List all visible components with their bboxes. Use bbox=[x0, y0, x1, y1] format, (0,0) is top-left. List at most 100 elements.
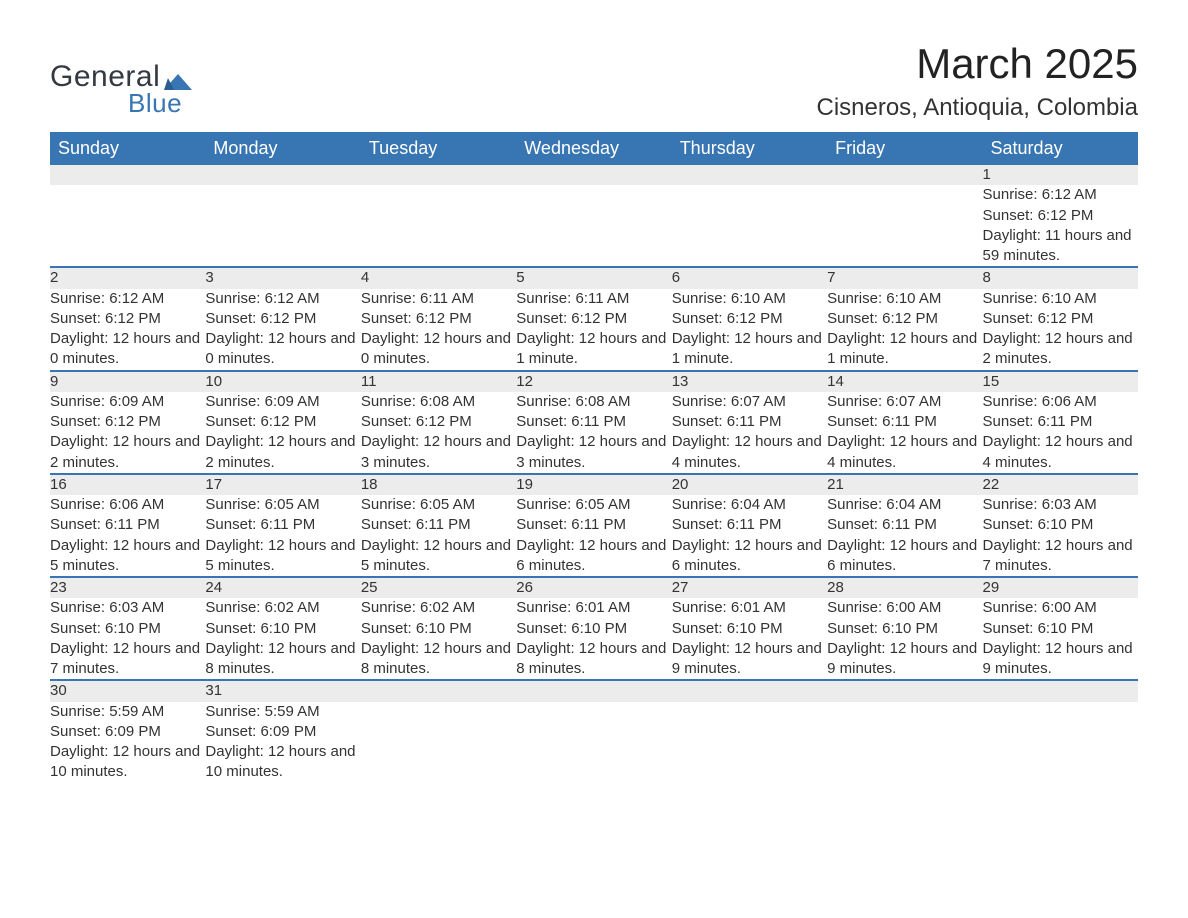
day-data-cell: Sunrise: 6:12 AMSunset: 6:12 PMDaylight:… bbox=[50, 289, 205, 371]
sunrise-line: Sunrise: 6:02 AM bbox=[205, 598, 360, 618]
day-number-cell: 12 bbox=[516, 371, 671, 392]
day-data-cell: Sunrise: 6:05 AMSunset: 6:11 PMDaylight:… bbox=[361, 495, 516, 577]
daylight-line: Daylight: 12 hours and 10 minutes. bbox=[205, 742, 360, 783]
day-data-cell: Sunrise: 6:10 AMSunset: 6:12 PMDaylight:… bbox=[827, 289, 982, 371]
sunset-line: Sunset: 6:10 PM bbox=[205, 619, 360, 639]
logo-text-blue: Blue bbox=[128, 88, 182, 119]
day-data-cell: Sunrise: 6:04 AMSunset: 6:11 PMDaylight:… bbox=[672, 495, 827, 577]
sunset-line: Sunset: 6:12 PM bbox=[672, 309, 827, 329]
day-data-cell: Sunrise: 6:03 AMSunset: 6:10 PMDaylight:… bbox=[983, 495, 1138, 577]
sunrise-line: Sunrise: 6:10 AM bbox=[672, 289, 827, 309]
day-number-cell: 13 bbox=[672, 371, 827, 392]
day-data-cell: Sunrise: 6:01 AMSunset: 6:10 PMDaylight:… bbox=[672, 598, 827, 680]
sunset-line: Sunset: 6:11 PM bbox=[205, 515, 360, 535]
day-number-cell bbox=[827, 165, 982, 185]
day-number-cell: 16 bbox=[50, 474, 205, 495]
day-data-cell bbox=[516, 185, 671, 267]
daylight-line: Daylight: 12 hours and 9 minutes. bbox=[827, 639, 982, 680]
day-data-cell bbox=[672, 702, 827, 783]
day-number-cell bbox=[983, 680, 1138, 701]
sunrise-line: Sunrise: 6:04 AM bbox=[827, 495, 982, 515]
day-number-cell bbox=[516, 680, 671, 701]
day-data-cell: Sunrise: 6:11 AMSunset: 6:12 PMDaylight:… bbox=[516, 289, 671, 371]
day-number-cell: 11 bbox=[361, 371, 516, 392]
weekday-header: Saturday bbox=[983, 132, 1138, 165]
weekday-header: Wednesday bbox=[516, 132, 671, 165]
day-data-cell bbox=[516, 702, 671, 783]
day-data-cell: Sunrise: 6:08 AMSunset: 6:12 PMDaylight:… bbox=[361, 392, 516, 474]
weekday-header: Tuesday bbox=[361, 132, 516, 165]
sunset-line: Sunset: 6:10 PM bbox=[827, 619, 982, 639]
sunrise-line: Sunrise: 6:07 AM bbox=[827, 392, 982, 412]
sunrise-line: Sunrise: 6:01 AM bbox=[672, 598, 827, 618]
daylight-line: Daylight: 12 hours and 6 minutes. bbox=[516, 536, 671, 577]
header: General Blue March 2025 Cisneros, Antioq… bbox=[50, 40, 1138, 122]
daylight-line: Daylight: 12 hours and 2 minutes. bbox=[205, 432, 360, 473]
page-title: March 2025 bbox=[816, 40, 1138, 88]
day-data-cell: Sunrise: 6:09 AMSunset: 6:12 PMDaylight:… bbox=[50, 392, 205, 474]
day-number-cell: 29 bbox=[983, 577, 1138, 598]
calendar-body: 1 Sunrise: 6:12 AMSunset: 6:12 PMDayligh… bbox=[50, 165, 1138, 783]
sunrise-line: Sunrise: 6:10 AM bbox=[983, 289, 1138, 309]
day-data-cell: Sunrise: 6:01 AMSunset: 6:10 PMDaylight:… bbox=[516, 598, 671, 680]
daylight-line: Daylight: 12 hours and 8 minutes. bbox=[516, 639, 671, 680]
sunrise-line: Sunrise: 6:08 AM bbox=[361, 392, 516, 412]
day-number-cell: 3 bbox=[205, 267, 360, 288]
sunset-line: Sunset: 6:10 PM bbox=[516, 619, 671, 639]
calendar-header: SundayMondayTuesdayWednesdayThursdayFrid… bbox=[50, 132, 1138, 165]
day-number-cell: 2 bbox=[50, 267, 205, 288]
sunrise-line: Sunrise: 6:11 AM bbox=[516, 289, 671, 309]
sunrise-line: Sunrise: 6:03 AM bbox=[50, 598, 205, 618]
sunset-line: Sunset: 6:10 PM bbox=[361, 619, 516, 639]
logo: General Blue bbox=[50, 60, 192, 119]
day-data-cell bbox=[827, 185, 982, 267]
sunset-line: Sunset: 6:12 PM bbox=[205, 412, 360, 432]
page-subtitle: Cisneros, Antioquia, Colombia bbox=[816, 94, 1138, 122]
day-data-cell: Sunrise: 6:10 AMSunset: 6:12 PMDaylight:… bbox=[672, 289, 827, 371]
day-data-cell: Sunrise: 6:00 AMSunset: 6:10 PMDaylight:… bbox=[827, 598, 982, 680]
day-data-cell: Sunrise: 6:02 AMSunset: 6:10 PMDaylight:… bbox=[205, 598, 360, 680]
sunrise-line: Sunrise: 6:01 AM bbox=[516, 598, 671, 618]
sunrise-line: Sunrise: 6:12 AM bbox=[50, 289, 205, 309]
sunrise-line: Sunrise: 6:05 AM bbox=[361, 495, 516, 515]
daylight-line: Daylight: 12 hours and 2 minutes. bbox=[50, 432, 205, 473]
sunrise-line: Sunrise: 6:06 AM bbox=[50, 495, 205, 515]
day-number-cell: 6 bbox=[672, 267, 827, 288]
daylight-line: Daylight: 12 hours and 0 minutes. bbox=[361, 329, 516, 370]
day-number-cell: 30 bbox=[50, 680, 205, 701]
day-number-cell bbox=[205, 165, 360, 185]
daylight-line: Daylight: 12 hours and 6 minutes. bbox=[827, 536, 982, 577]
day-number-cell: 24 bbox=[205, 577, 360, 598]
day-data-cell: Sunrise: 6:07 AMSunset: 6:11 PMDaylight:… bbox=[827, 392, 982, 474]
day-data-cell: Sunrise: 6:10 AMSunset: 6:12 PMDaylight:… bbox=[983, 289, 1138, 371]
daylight-line: Daylight: 12 hours and 8 minutes. bbox=[361, 639, 516, 680]
daylight-line: Daylight: 12 hours and 4 minutes. bbox=[827, 432, 982, 473]
day-number-cell: 31 bbox=[205, 680, 360, 701]
daylight-line: Daylight: 12 hours and 2 minutes. bbox=[983, 329, 1138, 370]
day-data-cell bbox=[361, 185, 516, 267]
day-number-cell: 9 bbox=[50, 371, 205, 392]
sunset-line: Sunset: 6:10 PM bbox=[672, 619, 827, 639]
day-number-cell: 4 bbox=[361, 267, 516, 288]
day-data-cell bbox=[983, 702, 1138, 783]
day-data-cell: Sunrise: 6:02 AMSunset: 6:10 PMDaylight:… bbox=[361, 598, 516, 680]
daylight-line: Daylight: 12 hours and 3 minutes. bbox=[516, 432, 671, 473]
day-data-cell: Sunrise: 6:05 AMSunset: 6:11 PMDaylight:… bbox=[205, 495, 360, 577]
sunrise-line: Sunrise: 6:11 AM bbox=[361, 289, 516, 309]
day-number-cell: 25 bbox=[361, 577, 516, 598]
day-number-cell bbox=[50, 165, 205, 185]
day-number-cell: 15 bbox=[983, 371, 1138, 392]
day-data-cell: Sunrise: 6:04 AMSunset: 6:11 PMDaylight:… bbox=[827, 495, 982, 577]
sunset-line: Sunset: 6:11 PM bbox=[516, 515, 671, 535]
sunrise-line: Sunrise: 6:06 AM bbox=[983, 392, 1138, 412]
sunset-line: Sunset: 6:11 PM bbox=[672, 515, 827, 535]
day-number-cell: 5 bbox=[516, 267, 671, 288]
day-data-cell bbox=[50, 185, 205, 267]
sunrise-line: Sunrise: 5:59 AM bbox=[205, 702, 360, 722]
day-number-cell: 8 bbox=[983, 267, 1138, 288]
sunrise-line: Sunrise: 6:10 AM bbox=[827, 289, 982, 309]
day-number-cell: 10 bbox=[205, 371, 360, 392]
weekday-header: Thursday bbox=[672, 132, 827, 165]
daylight-line: Daylight: 12 hours and 5 minutes. bbox=[361, 536, 516, 577]
day-number-cell: 21 bbox=[827, 474, 982, 495]
